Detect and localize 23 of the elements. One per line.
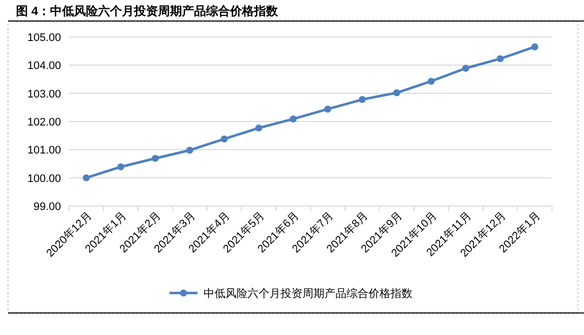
y-tick-label: 99.00 xyxy=(33,201,61,213)
y-tick-label: 102.00 xyxy=(27,116,61,128)
y-tick-label: 100.00 xyxy=(27,172,61,185)
point xyxy=(186,146,194,154)
point xyxy=(152,154,159,162)
point xyxy=(82,174,90,182)
chart-title: 图 4：中低风险六个月投资周期产品综合价格指数 xyxy=(16,4,280,18)
point xyxy=(531,43,538,50)
y-tick-label: 103.00 xyxy=(27,88,61,100)
point xyxy=(428,78,435,85)
y-tick-label: 101.00 xyxy=(27,144,61,157)
point xyxy=(393,89,400,96)
point xyxy=(324,106,332,113)
point xyxy=(496,55,504,62)
y-tick-label: 104.00 xyxy=(27,60,61,72)
point xyxy=(462,64,470,72)
point xyxy=(358,96,366,104)
point xyxy=(117,163,124,170)
y-tick-label: 105.00 xyxy=(27,32,61,44)
legend-label: 中低风险六个月投资周期产品综合价格指数 xyxy=(204,287,412,300)
point xyxy=(255,124,262,132)
point xyxy=(290,115,297,122)
point xyxy=(220,135,228,142)
